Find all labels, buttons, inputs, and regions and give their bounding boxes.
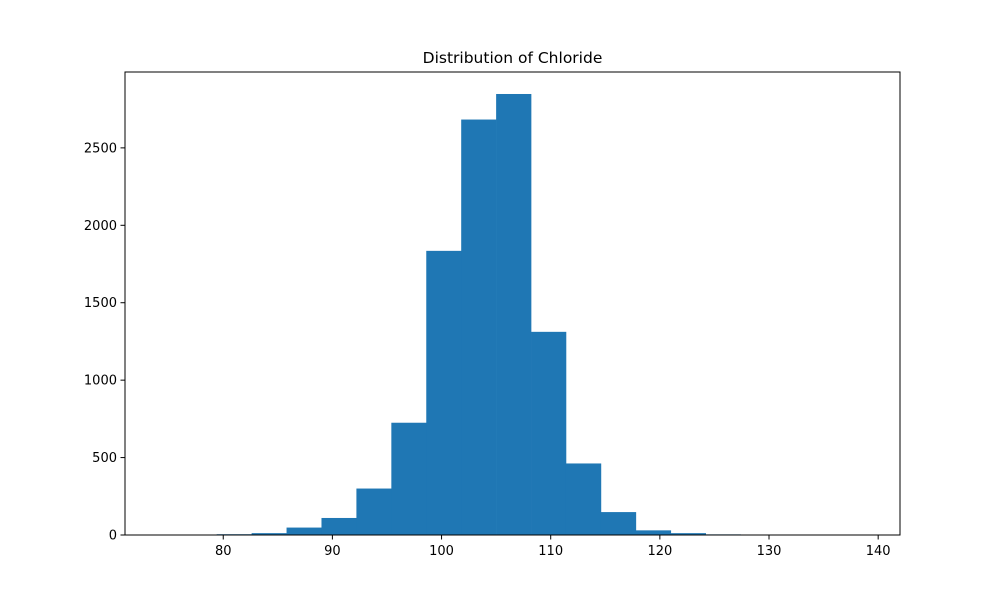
histogram-bar [391, 422, 427, 535]
x-tick-label: 80 [215, 544, 232, 559]
histogram-bar [426, 250, 462, 535]
y-tick-label: 0 [109, 529, 117, 544]
y-tick-label: 1500 [84, 296, 117, 311]
histogram-bar [251, 533, 287, 535]
x-tick-label: 120 [647, 544, 672, 559]
histogram-bar [565, 463, 602, 535]
x-axis: 80 90 100 110 120 130 140 [215, 535, 891, 559]
chart-title: Distribution of Chloride [423, 49, 603, 67]
histogram-bar [286, 527, 322, 535]
bars-group [146, 93, 846, 536]
x-tick-label: 140 [866, 544, 891, 559]
y-tick-label: 2500 [84, 141, 117, 156]
y-axis: 0 500 1000 1500 2000 2500 [84, 141, 125, 544]
histogram-bar [531, 331, 567, 535]
plot-frame [124, 71, 901, 536]
histogram-bar [670, 533, 707, 535]
histogram-bar [356, 488, 392, 535]
x-tick-label: 130 [757, 544, 782, 559]
x-tick-label: 110 [538, 544, 563, 559]
y-tick-label: 2000 [84, 219, 117, 234]
x-tick-label: 100 [429, 544, 454, 559]
histogram-bar [496, 93, 532, 535]
histogram-bar [321, 517, 357, 535]
y-tick-label: 500 [92, 451, 117, 466]
y-tick-label: 1000 [84, 374, 117, 389]
histogram-bar [635, 530, 672, 535]
x-tick-label: 90 [324, 544, 341, 559]
histogram-bar [461, 119, 497, 536]
histogram-bar [600, 512, 637, 535]
